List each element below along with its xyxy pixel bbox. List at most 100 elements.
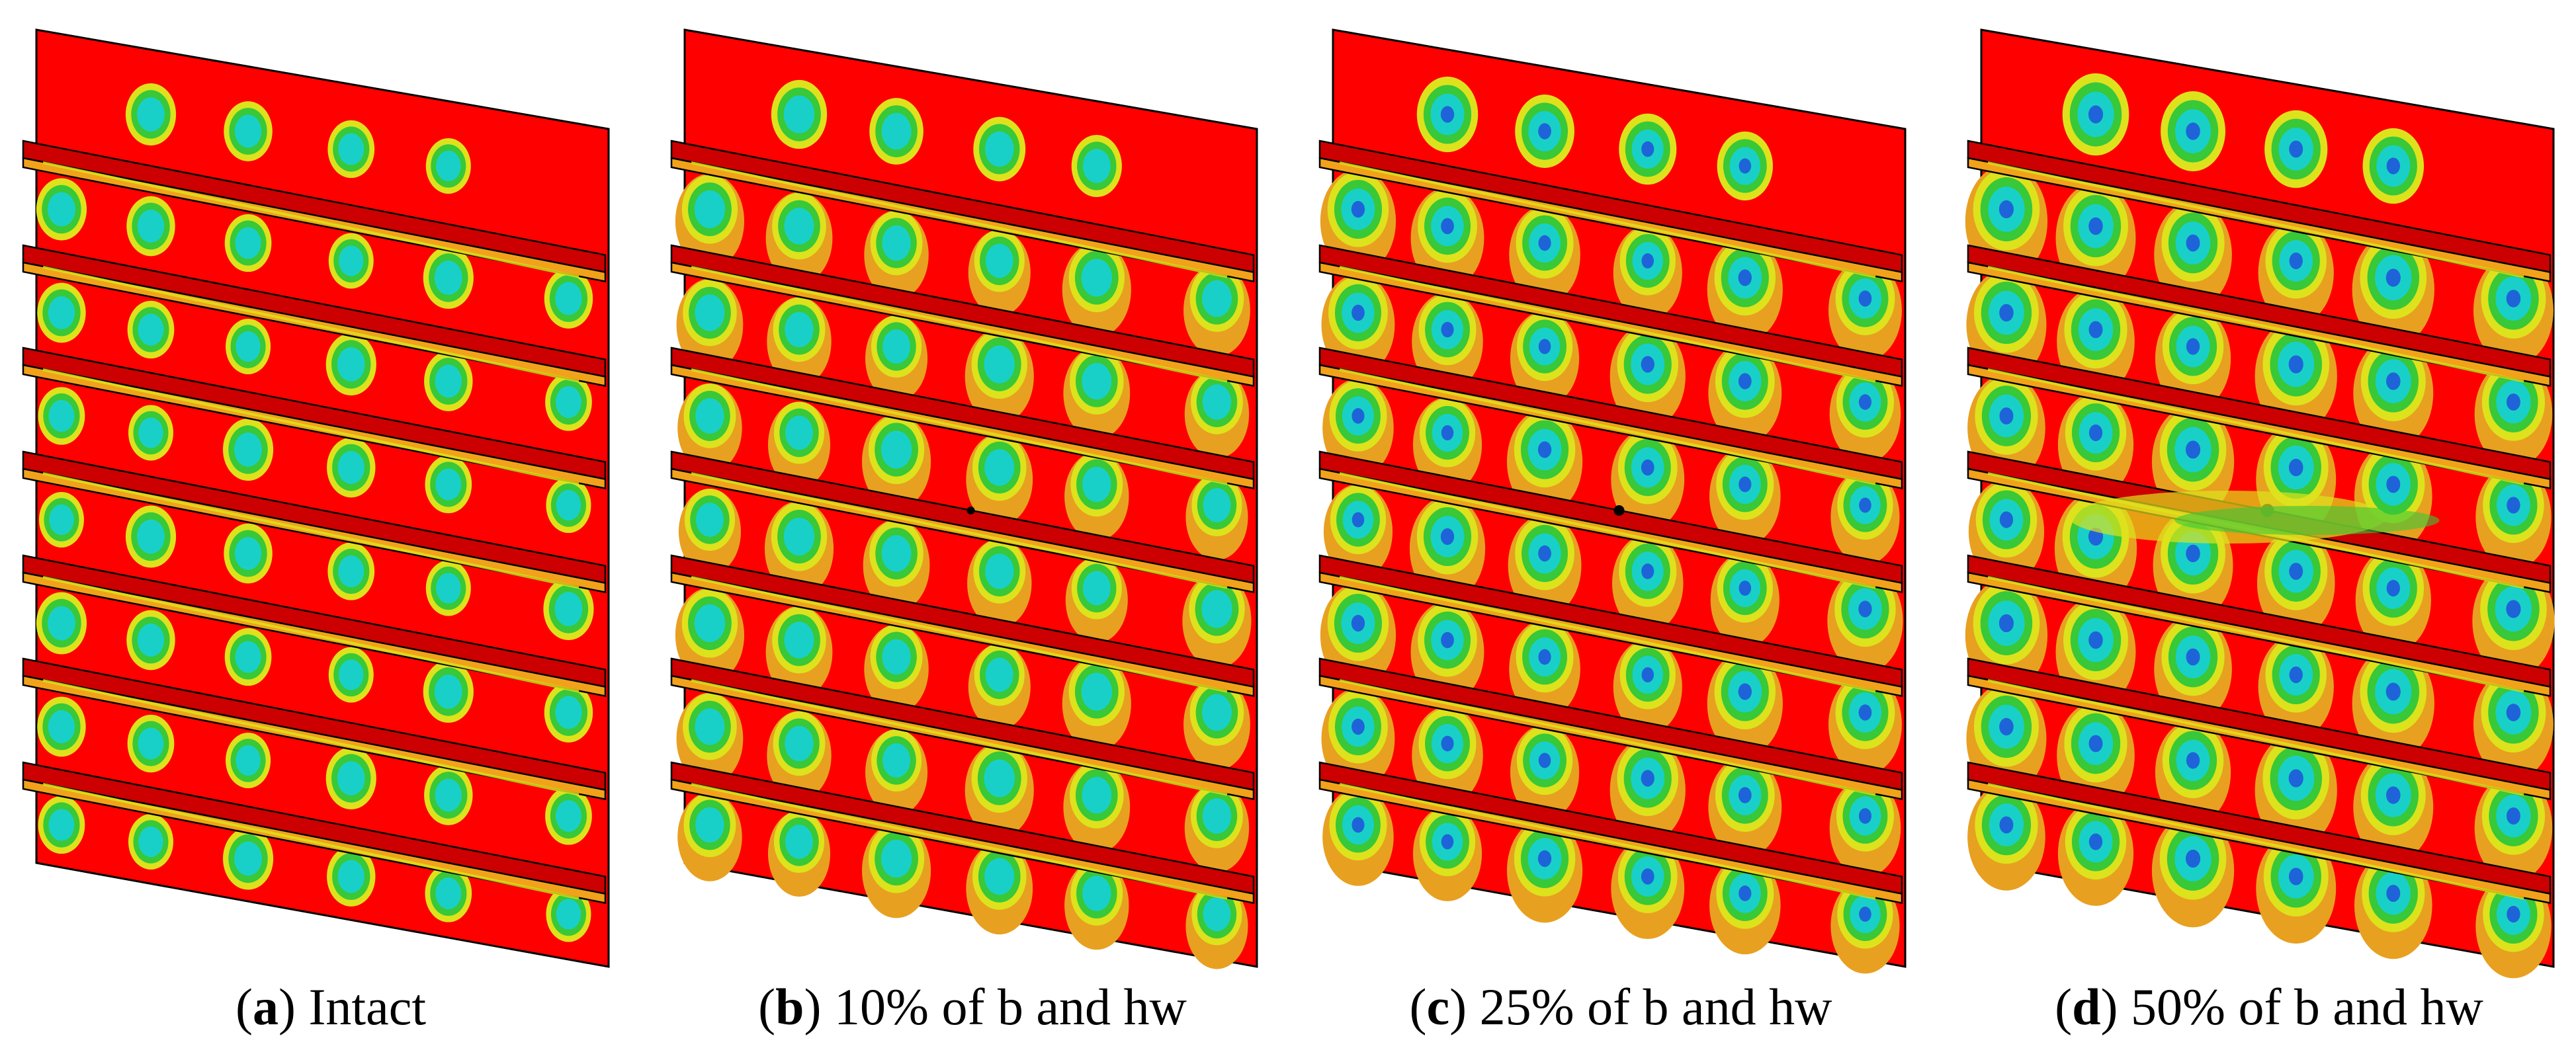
contour-spot-c-17-ring-3 <box>1441 425 1454 440</box>
contour-spot-b-18-ring-2 <box>880 430 912 469</box>
contour-spot-a-23-ring-2 <box>137 519 165 554</box>
caption-d: (d) 50% of b and hw <box>2055 978 2483 1036</box>
contour-spot-c-6-ring-3 <box>1538 235 1551 251</box>
contour-spot-d-5-ring-3 <box>2088 217 2103 235</box>
contour-spot-a-3-ring-2 <box>436 150 461 182</box>
contour-spot-d-32-ring-3 <box>2385 682 2401 701</box>
contour-spot-b-31-ring-2 <box>985 657 1013 692</box>
contour-spot-b-0-ring-2 <box>783 95 815 134</box>
contour-spot-b-25-ring-2 <box>985 553 1014 589</box>
panel-b <box>670 28 1258 969</box>
contour-spot-b-7-ring-2 <box>985 243 1013 278</box>
stiffener-highlight-d-0 <box>1987 161 2524 278</box>
stiffener-highlight-a-0 <box>42 161 580 278</box>
contour-spot-b-34-ring-2 <box>695 708 725 745</box>
contour-spot-b-8-ring-2 <box>1081 259 1112 297</box>
contour-spot-b-3-ring-2 <box>1082 149 1111 183</box>
contour-spot-a-35-ring-2 <box>138 727 164 760</box>
contour-spot-a-9-ring-2 <box>555 282 582 315</box>
contour-spot-d-29-ring-3 <box>2088 631 2103 649</box>
contour-spot-c-30-ring-3 <box>1538 649 1551 665</box>
contour-spot-b-41-ring-2 <box>785 825 813 859</box>
contour-spot-c-40-ring-3 <box>1352 817 1365 833</box>
stiffener-highlight-c-4 <box>1339 576 1876 693</box>
contour-spot-b-1-ring-2 <box>881 112 912 150</box>
caption-c: (c) 25% of b and hw <box>1409 978 1832 1036</box>
contour-spot-d-25-ring-3 <box>2289 563 2303 580</box>
contour-spot-d-4-ring-3 <box>1998 200 2014 219</box>
contour-spot-d-9-ring-3 <box>2506 290 2521 307</box>
stiffener-highlight-c-1 <box>1339 266 1876 383</box>
contour-spot-a-37-ring-2 <box>337 761 365 795</box>
contour-spot-d-19-ring-3 <box>2288 458 2303 477</box>
contour-spot-b-38-ring-2 <box>1082 776 1112 814</box>
contour-spot-b-22-ring-2 <box>696 503 724 537</box>
contour-spot-d-42-ring-3 <box>2185 849 2201 868</box>
contour-spot-a-28-ring-2 <box>48 606 75 641</box>
contour-spot-b-6-ring-2 <box>882 225 911 261</box>
contour-spot-c-11-ring-3 <box>1441 321 1454 338</box>
contour-spot-a-5-ring-2 <box>137 210 165 243</box>
contour-spot-d-35-ring-3 <box>2088 735 2103 753</box>
contour-spot-b-14-ring-2 <box>1082 362 1112 400</box>
contour-spot-a-4-ring-2 <box>48 192 75 227</box>
contour-spot-a-39-ring-2 <box>556 799 581 833</box>
contour-spot-d-45-ring-3 <box>2507 905 2520 923</box>
contour-spot-c-14-ring-3 <box>1738 373 1752 389</box>
stiffener-highlight-a-3 <box>42 472 580 589</box>
contour-spot-c-44-ring-3 <box>1739 885 1752 901</box>
contour-spot-d-0-ring-3 <box>2088 105 2104 124</box>
contour-spot-a-0-ring-2 <box>137 97 165 132</box>
contour-spot-c-28-ring-3 <box>1351 614 1365 632</box>
panel-a <box>22 28 610 968</box>
contour-spot-c-22-ring-3 <box>1352 512 1365 528</box>
contour-spot-b-13-ring-2 <box>984 345 1015 384</box>
contour-spot-b-10-ring-2 <box>695 294 725 331</box>
stiffener-highlight-b-4 <box>691 576 1228 693</box>
stiffener-highlight-c-5 <box>1339 679 1876 796</box>
contour-spot-c-8-ring-3 <box>1738 269 1752 286</box>
contour-spot-a-41-ring-2 <box>138 826 163 858</box>
contour-spot-b-26-ring-2 <box>1082 571 1111 606</box>
contour-spot-d-13-ring-3 <box>2288 355 2303 374</box>
contour-spot-c-35-ring-3 <box>1441 735 1454 752</box>
contour-spot-a-30-ring-2 <box>235 641 261 673</box>
contour-spot-a-15-ring-2 <box>556 386 581 419</box>
contour-spot-b-40-ring-2 <box>695 807 724 843</box>
caption-letter-b: b <box>775 978 804 1036</box>
contour-spot-b-24-ring-2 <box>881 535 912 572</box>
contour-spot-a-27-ring-2 <box>554 592 583 626</box>
contour-spot-c-45-ring-3 <box>1859 907 1871 922</box>
contour-spot-c-29-ring-3 <box>1441 631 1454 649</box>
caption-text-d: 50% of b and hw <box>2130 978 2483 1036</box>
contour-spot-b-28-ring-2 <box>694 604 726 643</box>
contour-spot-c-33-ring-3 <box>1858 704 1872 721</box>
stiffener-highlight-b-5 <box>691 679 1228 796</box>
stiffener-highlight-d-2 <box>1987 368 2524 485</box>
contour-spot-b-9-ring-2 <box>1202 280 1232 317</box>
contour-spot-d-21-ring-3 <box>2507 497 2520 514</box>
stiffener-highlight-d-6 <box>1987 783 2524 900</box>
contour-spot-c-25-ring-3 <box>1641 563 1654 579</box>
contour-spot-a-33-ring-2 <box>555 696 582 729</box>
contour-spot-c-34-ring-3 <box>1352 718 1365 735</box>
contour-spot-a-20-ring-2 <box>435 468 462 501</box>
contour-spot-a-29-ring-2 <box>137 624 165 657</box>
contour-spot-d-10-ring-3 <box>1999 304 2014 322</box>
contour-spot-d-18-ring-3 <box>2185 440 2201 459</box>
contour-spot-d-41-ring-3 <box>2088 833 2103 850</box>
contour-spot-a-21-ring-2 <box>556 489 581 521</box>
contour-spot-a-31-ring-2 <box>339 659 364 690</box>
caption-b: (b) 10% of b and hw <box>758 978 1187 1036</box>
panel-c <box>1318 28 1907 974</box>
contour-spot-d-36-ring-3 <box>2186 752 2200 769</box>
contour-spot-a-22-ring-2 <box>49 504 74 536</box>
contour-spot-d-14-ring-3 <box>2386 372 2401 390</box>
contour-spot-c-18-ring-3 <box>1537 441 1552 458</box>
contour-spot-a-10-ring-2 <box>48 296 75 329</box>
contour-spot-b-23-ring-2 <box>783 517 815 556</box>
contour-spot-d-3-ring-3 <box>2386 157 2400 175</box>
caption-letter-a: a <box>252 978 279 1036</box>
contour-spot-a-16-ring-2 <box>48 399 75 432</box>
